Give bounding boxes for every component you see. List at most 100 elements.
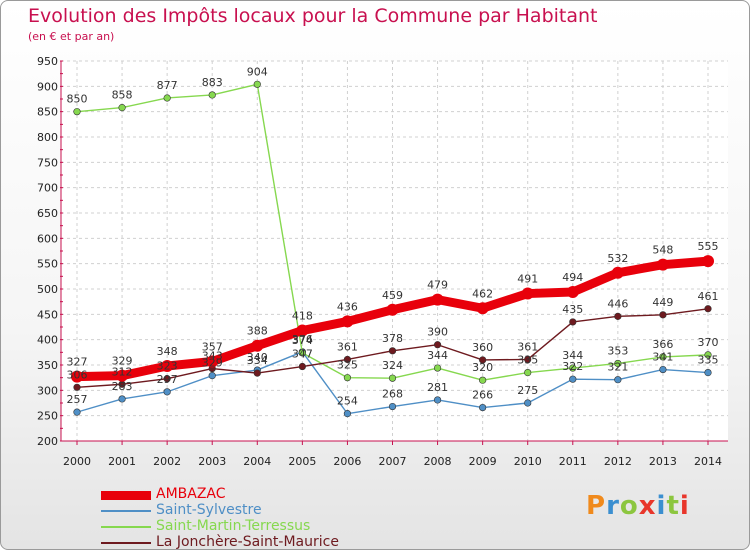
data-label: 449 — [652, 296, 673, 309]
data-label: 555 — [698, 240, 719, 253]
legend-swatch — [101, 510, 151, 512]
data-point — [163, 388, 171, 396]
data-point — [388, 402, 397, 411]
data-label: 353 — [607, 344, 628, 357]
data-point — [298, 349, 306, 357]
data-label: 322 — [562, 360, 583, 373]
x-tick-label: 2000 — [63, 455, 91, 468]
proxiti-logo: Proxiti — [586, 491, 690, 521]
data-label: 532 — [607, 252, 628, 265]
x-tick-label: 2002 — [153, 455, 181, 468]
data-label: 283 — [112, 380, 133, 393]
data-label: 275 — [517, 384, 538, 397]
data-point — [253, 369, 261, 377]
data-label: 366 — [652, 338, 673, 351]
data-label: 329 — [112, 355, 133, 368]
data-point — [524, 399, 532, 407]
data-label: 344 — [562, 349, 583, 362]
y-tick-label: 900 — [37, 80, 58, 93]
data-label: 323 — [157, 360, 178, 373]
data-point — [524, 355, 532, 364]
data-point — [524, 369, 532, 377]
data-label: 266 — [472, 389, 493, 402]
data-label: 327 — [67, 356, 88, 369]
data-label: 329 — [202, 357, 223, 370]
data-label: 320 — [472, 361, 493, 374]
data-label: 378 — [382, 332, 403, 345]
data-label: 306 — [67, 368, 88, 381]
data-label: 374 — [292, 334, 313, 347]
data-label: 462 — [472, 287, 493, 300]
data-label: 297 — [157, 373, 178, 386]
logo-letter: P — [586, 491, 607, 521]
data-point — [251, 339, 264, 352]
data-label: 370 — [698, 336, 719, 349]
y-tick-label: 750 — [37, 156, 58, 169]
data-label: 321 — [607, 361, 628, 374]
data-label: 491 — [517, 273, 538, 286]
y-tick-label: 400 — [37, 334, 58, 347]
data-point — [479, 403, 487, 412]
data-point — [614, 359, 622, 368]
data-label: 858 — [112, 89, 133, 102]
data-label: 360 — [472, 341, 493, 354]
y-tick-label: 500 — [37, 283, 58, 296]
data-point — [298, 362, 306, 371]
data-label: 883 — [202, 76, 223, 89]
y-tick-label: 850 — [37, 106, 58, 119]
legend-label: Saint-Sylvestre — [156, 502, 262, 518]
data-point — [431, 293, 444, 306]
data-point — [161, 360, 174, 373]
y-tick-label: 800 — [37, 131, 58, 144]
data-label: 435 — [562, 303, 583, 316]
data-point — [118, 395, 126, 403]
legend-swatch — [101, 490, 151, 500]
data-point — [163, 94, 171, 102]
data-label: 479 — [427, 279, 448, 292]
data-label: 268 — [382, 388, 403, 401]
data-point — [569, 364, 577, 372]
data-point — [343, 355, 352, 364]
data-point — [206, 355, 219, 368]
data-point — [521, 287, 534, 300]
data-label: 281 — [427, 381, 448, 394]
logo-letter: r — [606, 491, 620, 521]
y-tick-label: 650 — [37, 207, 58, 220]
data-label: 418 — [292, 310, 313, 323]
axes: 200 250 300 350 400 450 500 550 600 650 700 750 800 8… — [37, 55, 728, 468]
data-label: 325 — [337, 359, 358, 372]
data-point — [704, 369, 712, 377]
data-point — [659, 365, 667, 374]
data-label: 390 — [427, 326, 448, 339]
data-label: 459 — [382, 289, 403, 302]
legend-swatch — [101, 542, 151, 544]
y-tick-label: 550 — [37, 258, 58, 271]
data-point — [116, 369, 129, 382]
data-labels: 327 329 348 357 388 418 436 459 479 462 491 494 532 5… — [67, 65, 719, 407]
y-tick-label: 600 — [37, 232, 58, 245]
data-label: 850 — [67, 93, 88, 106]
x-tick-label: 2011 — [559, 455, 587, 468]
data-label: 388 — [247, 325, 268, 338]
x-tick-label: 2007 — [379, 455, 407, 468]
data-point — [569, 318, 577, 326]
data-label: 324 — [382, 359, 403, 372]
data-label: 254 — [337, 395, 358, 408]
logo-letter: o — [619, 491, 639, 521]
y-tick-label: 450 — [37, 308, 58, 321]
data-point — [208, 372, 216, 380]
data-label: 335 — [698, 354, 719, 367]
data-point — [118, 104, 126, 112]
data-label: 436 — [337, 300, 358, 313]
data-label: 376 — [292, 333, 313, 346]
legend-label: La Jonchère-Saint-Maurice — [156, 534, 339, 550]
y-tick-label: 350 — [37, 359, 58, 372]
data-label: 312 — [112, 365, 133, 378]
data-point — [433, 364, 442, 372]
data-label: 357 — [202, 340, 223, 353]
data-point — [253, 80, 261, 88]
data-label: 335 — [517, 354, 538, 367]
y-tick-label: 700 — [37, 182, 58, 195]
chart-subtitle: (en € et par an) — [28, 30, 115, 43]
